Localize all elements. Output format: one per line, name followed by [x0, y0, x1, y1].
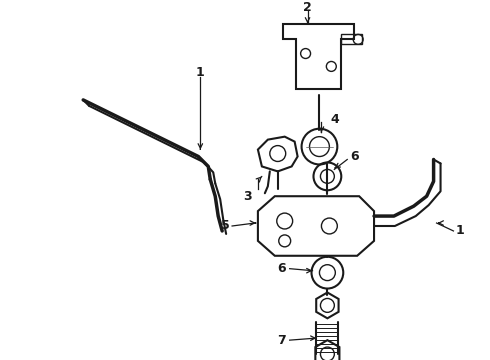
Text: 6: 6 — [277, 262, 286, 275]
Text: 6: 6 — [350, 150, 359, 163]
Text: 1: 1 — [456, 224, 465, 238]
Text: 1: 1 — [196, 66, 205, 78]
Text: 2: 2 — [303, 1, 312, 14]
Text: 5: 5 — [221, 220, 229, 233]
Text: 3: 3 — [244, 190, 252, 203]
Text: 7: 7 — [277, 334, 286, 347]
Text: 4: 4 — [330, 113, 339, 126]
